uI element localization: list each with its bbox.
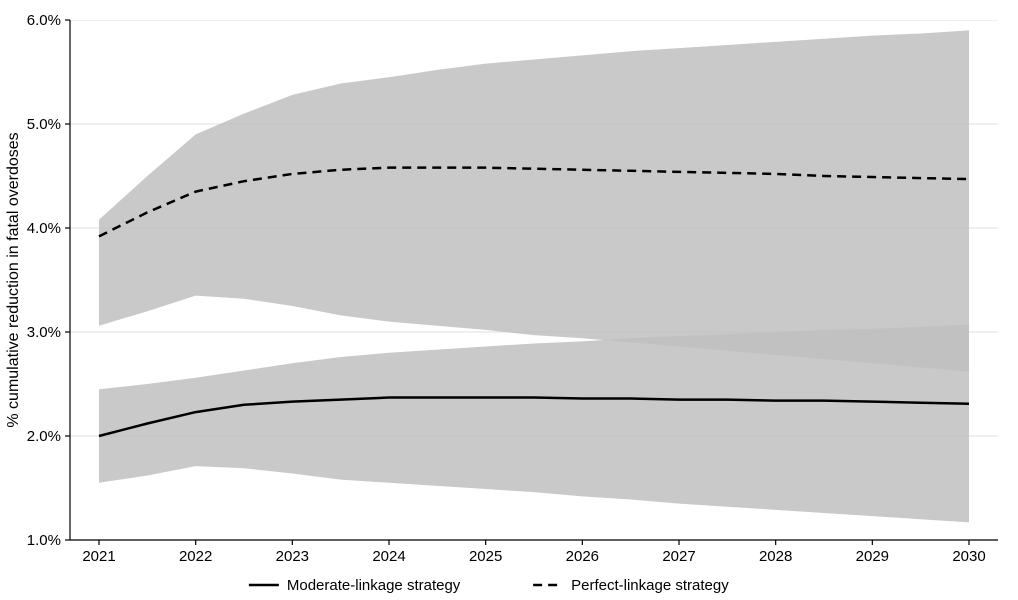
x-tick-label: 2023 [276,548,309,565]
y-tick-label: 4.0% [27,220,61,237]
y-tick-label: 3.0% [27,324,61,341]
x-tick-label: 2026 [566,548,599,565]
overdose-reduction-chart: 2021 2022 2023 2024 2025 2026 2027 2028 2029 2030… [0,0,1018,600]
x-tick-label: 2030 [952,548,985,565]
y-axis-title: % cumulative reduction in fatal overdose… [5,132,22,427]
x-tick-label: 2025 [469,548,502,565]
y-tick-label: 5.0% [27,116,61,133]
x-tick-label: 2021 [82,548,115,565]
y-tick-label: 2.0% [27,428,61,445]
legend-label-0: Moderate-linkage strategy [287,577,461,594]
x-tick-label: 2029 [856,548,889,565]
chart-container: 2021 2022 2023 2024 2025 2026 2027 2028 2029 2030… [0,0,1018,600]
x-tick-label: 2027 [662,548,695,565]
x-tick-label: 2022 [179,548,212,565]
y-tick-label: 6.0% [27,12,61,29]
x-tick-label: 2024 [372,548,405,565]
legend-label-1: Perfect-linkage strategy [571,577,729,594]
x-tick-label: 2028 [759,548,792,565]
y-tick-label: 1.0% [27,532,61,549]
